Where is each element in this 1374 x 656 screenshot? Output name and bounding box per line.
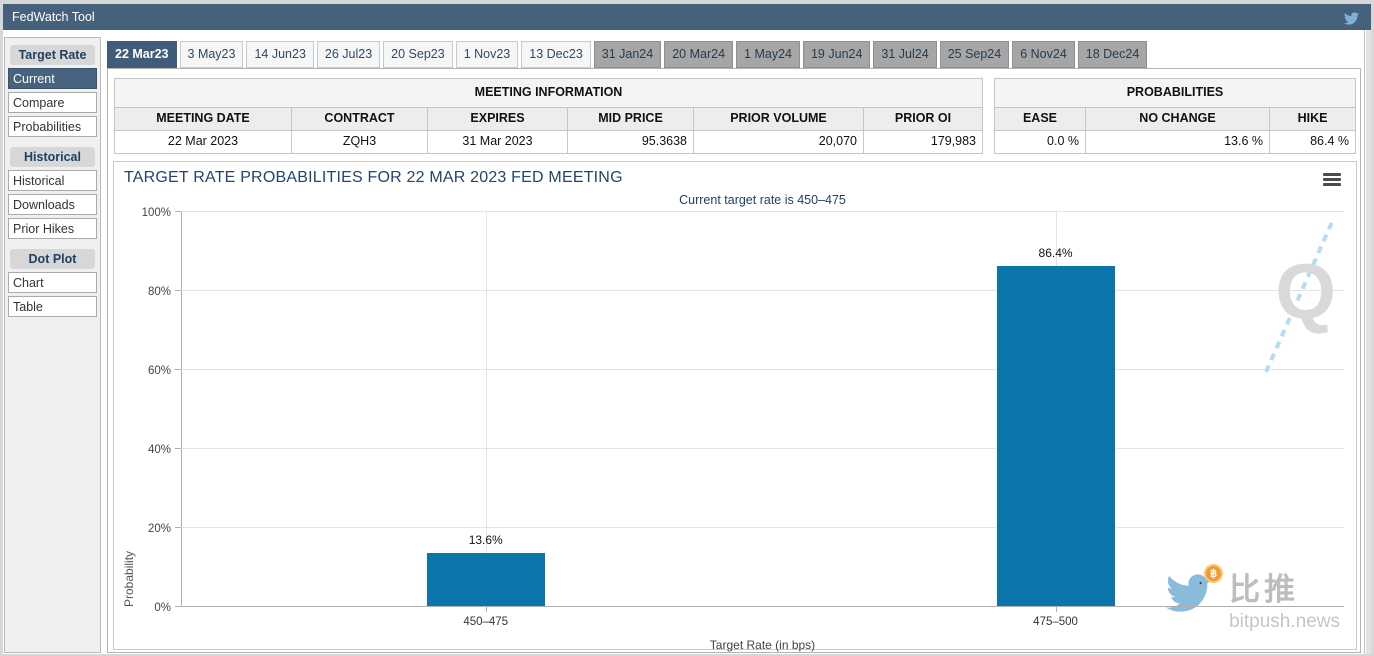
y-tick-label-40: 40% xyxy=(147,444,171,456)
sidebar: Target Rate Current Compare Probabilities Hi… xyxy=(4,37,101,653)
gridline-40 xyxy=(181,448,1344,449)
twitter-icon[interactable] xyxy=(1343,9,1360,25)
vertical-gridline-450-475 xyxy=(485,212,487,607)
tab-20-sep23[interactable]: 20 Sep23 xyxy=(383,41,453,68)
tab-13-dec23[interactable]: 13 Dec23 xyxy=(521,41,591,68)
column-header-prior-volume: PRIOR VOLUME xyxy=(693,108,863,130)
column-header-hike: HIKE xyxy=(1269,108,1355,130)
chart-subtitle: Current target rate is 450–475 xyxy=(679,193,846,207)
main-panel: MEETING INFORMATION MEETING DATE CONTRACT… xyxy=(107,68,1361,653)
app-title: FedWatch Tool xyxy=(12,10,95,24)
meeting-information-header-row: MEETING DATE CONTRACT EXPIRES MID PRICE PRIO… xyxy=(115,107,982,130)
sidebar-header-historical: Historical xyxy=(10,147,95,167)
x-tick-label-475-500: 475–500 xyxy=(1033,616,1078,628)
column-header-prior-oi: PRIOR OI xyxy=(863,108,982,130)
column-header-mid-price: MID PRICE xyxy=(567,108,693,130)
meeting-information-data-row: 22 Mar 2023 ZQH3 31 Mar 2023 95.3638 20,070 1… xyxy=(115,130,982,153)
right-rail-border xyxy=(1364,30,1365,654)
cell-expires: 31 Mar 2023 xyxy=(427,131,567,153)
tab-1-may24[interactable]: 1 May24 xyxy=(736,41,800,68)
hamburger-menu-icon[interactable] xyxy=(1323,173,1341,188)
cell-ease: 0.0 % xyxy=(1047,134,1079,148)
summary-tables: MEETING INFORMATION MEETING DATE CONTRACT… xyxy=(114,78,1356,154)
tab-3-may23[interactable]: 3 May23 xyxy=(179,41,244,68)
bar-475-500 xyxy=(996,265,1115,607)
chart-title: TARGET RATE PROBABILITIES FOR 22 MAR 202… xyxy=(124,169,623,186)
y-tick-40 xyxy=(175,448,181,449)
column-header-expires: EXPIRES xyxy=(427,108,567,130)
sidebar-item-downloads[interactable]: Downloads xyxy=(8,194,97,215)
tab-14-jun23[interactable]: 14 Jun23 xyxy=(246,41,314,68)
meeting-tab-bar: 22 Mar23 3 May23 14 Jun23 26 Jul23 20 Sep23 1… xyxy=(107,41,1150,68)
tab-18-dec24[interactable]: 18 Dec24 xyxy=(1077,41,1148,68)
y-tick-label-60: 60% xyxy=(147,365,171,377)
gridline-100 xyxy=(181,211,1344,212)
y-tick-label-100: 100% xyxy=(141,207,171,219)
x-tick-450-475 xyxy=(485,607,487,612)
sidebar-item-compare[interactable]: Compare xyxy=(8,92,97,113)
meeting-information-table: MEETING INFORMATION MEETING DATE CONTRACT… xyxy=(114,78,983,154)
tab-22-mar23[interactable]: 22 Mar23 xyxy=(107,41,177,68)
gridline-60 xyxy=(181,369,1344,370)
sidebar-item-prior-hikes[interactable]: Prior Hikes xyxy=(8,218,97,239)
probabilities-header-row: EASE NO CHANGE HIKE xyxy=(995,107,1355,130)
cell-prior-oi: 179,983 xyxy=(863,131,982,153)
cell-contract: ZQH3 xyxy=(291,131,427,153)
tab-20-mar24[interactable]: 20 Mar24 xyxy=(664,41,734,68)
sidebar-item-historical[interactable]: Historical xyxy=(8,170,97,191)
y-tick-100 xyxy=(175,211,181,212)
sidebar-item-chart[interactable]: Chart xyxy=(8,272,97,293)
target-rate-chart: TARGET RATE PROBABILITIES FOR 22 MAR 202… xyxy=(113,161,1357,652)
tab-1-nov23[interactable]: 1 Nov23 xyxy=(455,41,519,68)
y-axis-line xyxy=(181,212,182,607)
gridline-80 xyxy=(181,290,1344,291)
y-tick-20 xyxy=(175,527,181,528)
sidebar-item-current[interactable]: Current xyxy=(8,68,97,89)
y-axis-label: Probability xyxy=(122,550,136,607)
column-header-no-change: NO CHANGE xyxy=(1085,108,1269,130)
right-rail xyxy=(1365,30,1371,654)
fedwatch-window: FedWatch Tool Target Rate Current Compare P… xyxy=(3,4,1371,654)
sidebar-item-probabilities[interactable]: Probabilities xyxy=(8,116,97,137)
bitpush-domain-text: bitpush.news xyxy=(1229,611,1340,632)
tab-31-jul24[interactable]: 31 Jul24 xyxy=(873,41,937,68)
gridline-20 xyxy=(181,527,1344,528)
x-axis-label: Target Rate (in bps) xyxy=(709,638,816,652)
cell-meeting-date: 22 Mar 2023 xyxy=(167,134,239,148)
title-bar: FedWatch Tool xyxy=(3,4,1371,30)
y-tick-label-0: 0% xyxy=(154,602,171,614)
tab-31-jan24[interactable]: 31 Jan24 xyxy=(593,41,662,68)
y-tick-80 xyxy=(175,290,181,291)
column-header-meeting-date: MEETING DATE xyxy=(115,108,291,130)
y-tick-0 xyxy=(175,606,181,607)
sidebar-item-table[interactable]: Table xyxy=(8,296,97,317)
probabilities-data-row: 0.0 % 13.6 % 86.4 % xyxy=(995,130,1355,153)
sidebar-header-dot-plot: Dot Plot xyxy=(10,249,95,269)
cell-no-change: 13.6 % xyxy=(1085,131,1269,153)
bar-value-label-450-475: 13.6% xyxy=(468,533,503,548)
cell-prior-volume: 20,070 xyxy=(693,131,863,153)
probabilities-title: PROBABILITIES xyxy=(995,79,1355,107)
tab-25-sep24[interactable]: 25 Sep24 xyxy=(939,41,1010,68)
x-tick-475-500 xyxy=(1055,607,1057,612)
probabilities-table: PROBABILITIES EASE NO CHANGE HIKE 0.0 % 13.… xyxy=(994,78,1356,154)
bar-450-475 xyxy=(426,553,545,607)
plot-area: Probability 0% 20% 40% 60% 80% 100% 13.6% 450–4… xyxy=(122,207,1344,628)
meeting-information-title: MEETING INFORMATION xyxy=(115,79,982,107)
tab-19-jun24[interactable]: 19 Jun24 xyxy=(802,41,871,68)
y-tick-label-80: 80% xyxy=(147,286,171,298)
column-header-ease: EASE xyxy=(995,108,1085,130)
tab-6-nov24[interactable]: 6 Nov24 xyxy=(1012,41,1075,68)
sidebar-header-target-rate: Target Rate xyxy=(10,45,95,65)
y-tick-label-20: 20% xyxy=(147,523,171,535)
column-header-contract: CONTRACT xyxy=(291,108,427,130)
cell-mid-price: 95.3638 xyxy=(567,131,693,153)
bar-value-label-475-500: 86.4% xyxy=(1038,245,1073,260)
tab-26-jul23[interactable]: 26 Jul23 xyxy=(316,41,381,68)
cell-hike: 86.4 % xyxy=(1269,131,1355,153)
y-tick-60 xyxy=(175,369,181,370)
x-tick-label-450-475: 450–475 xyxy=(463,616,509,628)
x-axis-line xyxy=(181,606,1344,607)
